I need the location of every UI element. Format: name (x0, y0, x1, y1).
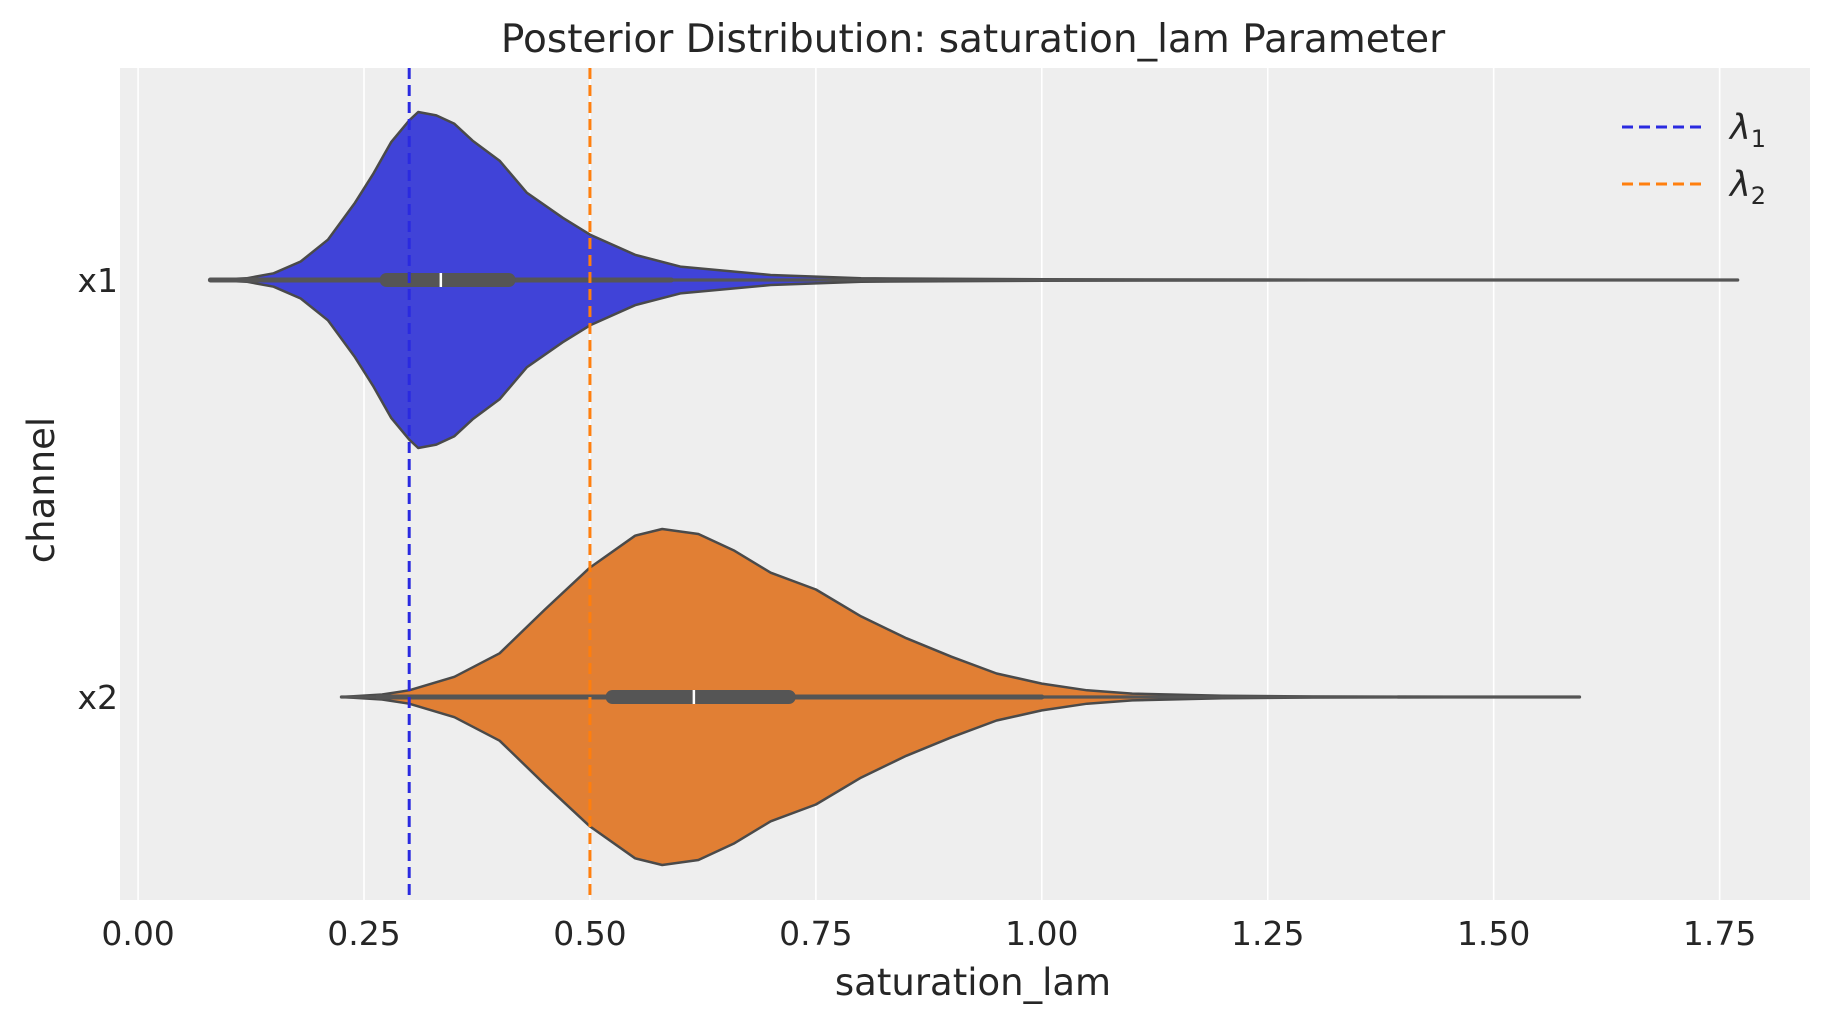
tick-labels: 0.00 0.25 0.50 0.75 1.00 1.25 1.50 1.75 x1 x2 (77, 261, 1756, 953)
x-tick-label: 0.75 (779, 914, 852, 953)
violin-x2 (339, 527, 1582, 867)
reference-lines (407, 68, 592, 900)
x-tick-label: 1.25 (1231, 914, 1304, 953)
legend-label-2: λ2 (1728, 165, 1766, 210)
x-axis-label: saturation_lam (835, 961, 1111, 1004)
chart-title: Posterior Distribution: saturation_lam P… (501, 17, 1446, 62)
y-tick-label: x1 (77, 261, 118, 300)
x-tick-label: 0.00 (101, 914, 174, 953)
x-tick-label: 1.75 (1683, 914, 1756, 953)
y-axis-label: channel (20, 417, 63, 563)
y-tick-label: x2 (77, 678, 118, 717)
x-tick-label: 0.25 (327, 914, 400, 953)
violin-x1 (207, 110, 1740, 450)
legend-label-1: λ1 (1728, 108, 1766, 153)
x-tick-label: 1.50 (1457, 914, 1530, 953)
x-tick-label: 0.50 (553, 914, 626, 953)
violin-layer (207, 110, 1740, 867)
x-tick-label: 1.00 (1005, 914, 1078, 953)
